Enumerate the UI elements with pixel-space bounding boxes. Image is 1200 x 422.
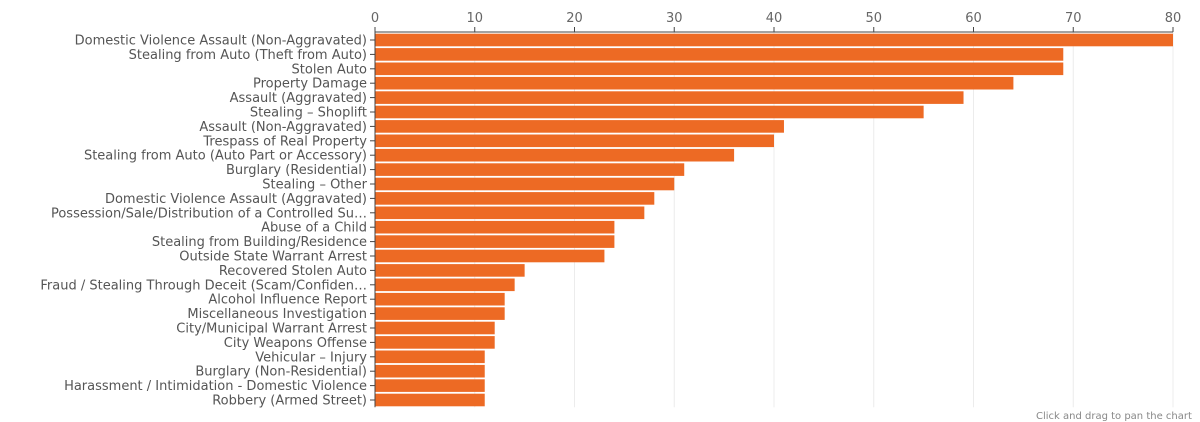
category-label: Stolen Auto (292, 62, 368, 77)
category-label: Assault (Aggravated) (230, 91, 367, 106)
category-label: Possession/Sale/Distribution of a Contro… (51, 206, 367, 221)
category-label: Assault (Non-Aggravated) (199, 120, 367, 135)
bar (375, 177, 675, 191)
bar (375, 76, 1014, 90)
category-label: Abuse of a Child (261, 221, 367, 236)
bar (375, 364, 485, 378)
bar (375, 206, 645, 220)
x-tick-label-50: 50 (865, 11, 882, 26)
bar (375, 321, 495, 335)
x-tick-label-10: 10 (466, 11, 483, 26)
bar (375, 48, 1064, 61)
category-label: Property Damage (253, 77, 367, 92)
bar (375, 278, 515, 292)
axes (370, 27, 1174, 408)
x-tick-label-60: 60 (965, 11, 982, 26)
category-label: Outside State Warrant Arrest (179, 250, 367, 265)
bar (375, 134, 774, 148)
bar (375, 350, 485, 364)
category-label: Alcohol Influence Report (208, 293, 367, 308)
bar (375, 307, 505, 320)
category-label: Stealing – Other (262, 178, 367, 193)
category-label: Trespass of Real Property (202, 134, 367, 149)
bar (375, 235, 615, 248)
x-tick-label-40: 40 (766, 11, 783, 26)
x-tick-label-20: 20 (566, 11, 583, 26)
bar (375, 120, 784, 133)
bar (375, 393, 485, 407)
category-label: Stealing from Auto (Theft from Auto) (129, 48, 367, 63)
bar (375, 148, 735, 162)
x-tick-label-80: 80 (1165, 11, 1182, 26)
labels: 0 10 20 30 40 50 60 70 80 Domestic Violence Assau… (40, 11, 1181, 409)
category-label: Fraud / Stealing Through Deceit (Scam/Co… (40, 278, 367, 293)
category-label: Stealing from Building/Residence (152, 235, 367, 250)
bar (375, 379, 485, 392)
bar (375, 264, 525, 277)
bar (375, 249, 605, 263)
category-label: Burglary (Residential) (226, 163, 367, 178)
bar (375, 292, 505, 306)
category-label: Miscellaneous Investigation (187, 307, 367, 322)
category-label: City Weapons Offense (224, 336, 367, 351)
category-label: Domestic Violence Assault (Aggravated) (105, 192, 367, 207)
x-tick-label-30: 30 (666, 11, 683, 26)
category-label: Robbery (Armed Street) (212, 394, 367, 409)
pan-hint-text: Click and drag to pan the chart (1036, 411, 1192, 422)
bar (375, 192, 655, 205)
x-tick-label-0: 0 (371, 11, 379, 26)
category-label: Domestic Violence Assault (Non-Aggravate… (75, 34, 367, 49)
bar (375, 62, 1064, 76)
bar (375, 163, 685, 176)
category-label: City/Municipal Warrant Arrest (176, 322, 367, 337)
category-label: Vehicular – Injury (255, 350, 367, 365)
bar (375, 220, 615, 234)
bar (375, 336, 495, 349)
category-label: Recovered Stolen Auto (219, 264, 367, 279)
category-label: Stealing from Auto (Auto Part or Accesso… (84, 149, 367, 164)
bar (375, 91, 964, 104)
category-label: Harassment / Intimidation - Domestic Vio… (64, 379, 367, 394)
bar (375, 105, 924, 119)
bar (375, 33, 1173, 47)
category-label: Burglary (Non-Residential) (195, 365, 367, 380)
bars (375, 33, 1173, 407)
category-label: Stealing – Shoplift (250, 106, 367, 121)
x-tick-label-70: 70 (1065, 11, 1082, 26)
